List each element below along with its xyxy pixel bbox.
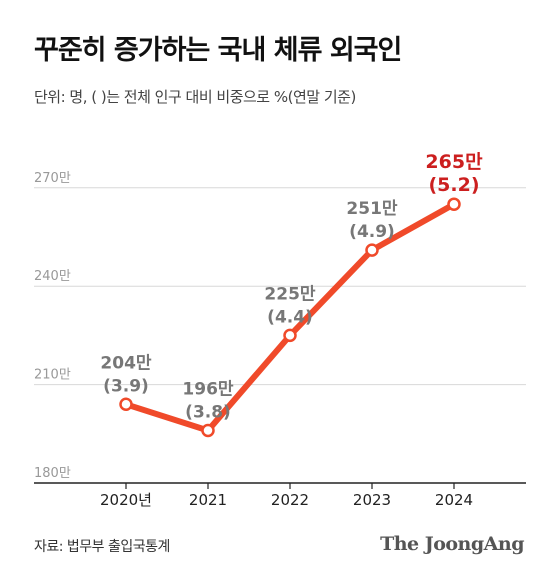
source-note: 자료: 법무부 출입국통계 — [34, 539, 170, 555]
x-tick-label: 2020년 — [100, 491, 152, 509]
x-tick-label: 2024 — [435, 491, 473, 509]
x-tick-label: 2022 — [271, 491, 309, 509]
chart-title: 꾸준히 증가하는 국내 체류 외국인 — [34, 35, 402, 66]
x-tick-label: 2021 — [189, 491, 227, 509]
data-point — [283, 328, 297, 343]
data-label-share: (4.4) — [267, 307, 313, 327]
data-label-share: (3.8) — [185, 403, 231, 423]
data-label-value: 251만 — [346, 199, 397, 219]
y-tick-label: 270만 — [34, 171, 71, 186]
data-label-value: 225만 — [264, 284, 315, 304]
data-label-share: (3.9) — [103, 376, 149, 396]
x-tick-label: 2023 — [353, 491, 391, 509]
data-label-value: 204만 — [100, 353, 151, 373]
publisher-logo: The JoongAng — [380, 533, 524, 555]
data-label-value: 265만 — [425, 151, 483, 173]
data-label-share: (5.2) — [428, 174, 479, 196]
y-tick-label: 180만 — [34, 466, 71, 481]
data-label-value: 196만 — [182, 380, 233, 400]
data-point — [365, 243, 379, 257]
y-tick-label: 240만 — [34, 269, 71, 284]
y-tick-label: 210만 — [34, 368, 71, 383]
data-point — [447, 197, 461, 211]
data-label-share: (4.9) — [349, 222, 395, 242]
chart-subtitle-units: 단위: 명, ( )는 전체 인구 대비 비중으로 %(연말 기준) — [34, 88, 356, 106]
data-point — [201, 423, 215, 438]
data-point — [119, 397, 133, 412]
